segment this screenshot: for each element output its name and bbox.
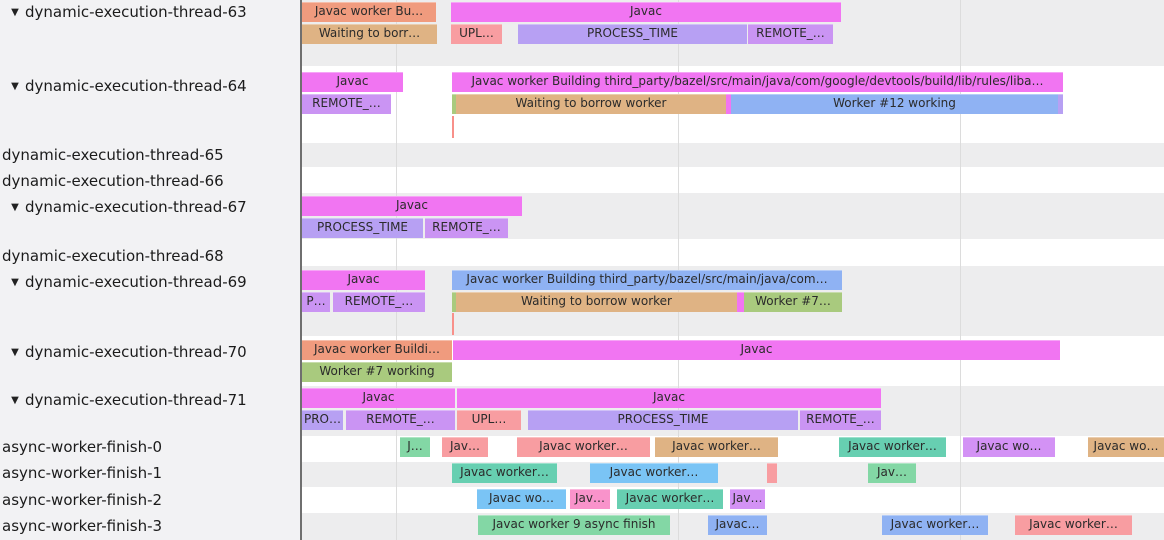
trace-slice[interactable]: Waiting to borrow worker	[456, 292, 737, 312]
trace-slice[interactable]: Javac worker Building third_party/bazel/…	[452, 270, 842, 290]
thread-label: async-worker-finish-3	[2, 517, 163, 535]
trace-slice[interactable]: PRO…	[302, 410, 343, 430]
thread-label: async-worker-finish-0	[2, 438, 163, 456]
thread-label-row[interactable]: ▼ dynamic-execution-thread-71	[0, 387, 300, 413]
trace-slice[interactable]: Worker #7 working	[302, 362, 452, 382]
trace-slice[interactable]: Jav…	[570, 489, 610, 509]
trace-slice[interactable]: Javac	[451, 2, 841, 22]
collapse-arrow-icon[interactable]: ▼	[11, 394, 19, 406]
collapse-arrow-icon[interactable]: ▼	[11, 276, 19, 288]
thread-label-row[interactable]: ▼ dynamic-execution-thread-69	[0, 269, 300, 295]
trace-slice[interactable]: Javac worker…	[517, 437, 650, 457]
trace-slice[interactable]: Javac	[302, 72, 403, 92]
thread-label: async-worker-finish-1	[2, 464, 163, 482]
trace-slice[interactable]: Javac wo…	[1088, 437, 1164, 457]
trace-slice[interactable]	[452, 292, 456, 312]
trace-slice[interactable]: Javac worker…	[1015, 515, 1132, 535]
trace-slice[interactable]: Javac	[302, 270, 425, 290]
trace-slice[interactable]	[1058, 94, 1063, 114]
trace-slice[interactable]: Javac…	[708, 515, 767, 535]
trace-slice[interactable]: PROCESS_TIME	[302, 218, 423, 238]
trace-slice[interactable]: Javac worker…	[655, 437, 778, 457]
instant-event-tick[interactable]	[452, 116, 454, 138]
thread-label: dynamic-execution-thread-66	[2, 172, 224, 190]
trace-slice[interactable]: Javac	[302, 388, 455, 408]
thread-label: dynamic-execution-thread-64	[25, 77, 247, 95]
trace-slice[interactable]: Javac worker 9 async finish	[478, 515, 670, 535]
trace-slice[interactable]: Jav…	[442, 437, 488, 457]
trace-slice[interactable]: Javac worker…	[617, 489, 723, 509]
thread-label-row[interactable]: ▼ dynamic-execution-thread-63	[0, 0, 300, 25]
trace-slice[interactable]	[452, 94, 456, 114]
trace-slice[interactable]: P…	[302, 292, 330, 312]
trace-slice[interactable]: UPL…	[451, 24, 502, 44]
thread-label-row[interactable]: ▼ dynamic-execution-thread-70	[0, 339, 300, 365]
thread-label-row[interactable]: dynamic-execution-thread-66	[0, 168, 300, 194]
thread-label: dynamic-execution-thread-68	[2, 247, 224, 265]
thread-label-row[interactable]: async-worker-finish-3	[0, 513, 300, 539]
trace-slice[interactable]: Waiting to borrow worker	[456, 94, 726, 114]
trace-slice[interactable]: REMOTE_…	[748, 24, 833, 44]
trace-slice[interactable]: Javac worker…	[452, 463, 557, 483]
trace-slice[interactable]: Worker #7…	[744, 292, 842, 312]
thread-label: dynamic-execution-thread-69	[25, 273, 247, 291]
thread-label-row[interactable]: ▼ dynamic-execution-thread-67	[0, 194, 300, 220]
collapse-arrow-icon[interactable]: ▼	[11, 201, 19, 213]
trace-slice[interactable]: Javac worker…	[882, 515, 988, 535]
trace-slice[interactable]: Waiting to borr…	[302, 24, 437, 44]
trace-slice[interactable]: UPL…	[457, 410, 521, 430]
grid-line	[960, 0, 961, 540]
instant-event-tick[interactable]	[452, 313, 454, 335]
thread-label: dynamic-execution-thread-71	[25, 391, 247, 409]
trace-slice[interactable]	[726, 94, 731, 114]
trace-slice[interactable]	[767, 463, 777, 483]
trace-slice[interactable]: Javac wo…	[477, 489, 566, 509]
thread-label-row[interactable]: async-worker-finish-2	[0, 487, 300, 513]
trace-slice[interactable]: Javac worker Bu…	[302, 2, 436, 22]
trace-slice[interactable]: Javac wo…	[963, 437, 1055, 457]
trace-slice[interactable]: Javac	[302, 196, 522, 216]
thread-label: dynamic-execution-thread-70	[25, 343, 247, 361]
thread-label-row[interactable]: async-worker-finish-0	[0, 434, 300, 460]
thread-label-row[interactable]: ▼ dynamic-execution-thread-64	[0, 73, 300, 99]
trace-slice[interactable]: Javac worker…	[839, 437, 946, 457]
thread-label: dynamic-execution-thread-67	[25, 198, 247, 216]
trace-slice[interactable]: Javac	[457, 388, 881, 408]
trace-slice[interactable]: REMOTE_…	[302, 94, 391, 114]
trace-slice[interactable]: Javac worker…	[590, 463, 718, 483]
collapse-arrow-icon[interactable]: ▼	[11, 6, 19, 18]
thread-label: async-worker-finish-2	[2, 491, 163, 509]
trace-slice[interactable]: Javac worker Building third_party/bazel/…	[452, 72, 1063, 92]
collapse-arrow-icon[interactable]: ▼	[11, 80, 19, 92]
trace-slice[interactable]: Jav…	[868, 463, 916, 483]
thread-label: dynamic-execution-thread-63	[25, 3, 247, 21]
trace-slice[interactable]: Jav…	[730, 489, 765, 509]
trace-slice[interactable]: Javac worker Buildi…	[302, 340, 452, 360]
trace-slice[interactable]: REMOTE_…	[425, 218, 508, 238]
track-panel: ▼ dynamic-execution-thread-63 ▼ dynamic-exe…	[0, 0, 302, 540]
trace-slice[interactable]: J…	[400, 437, 430, 457]
trace-slice[interactable]: REMOTE_…	[800, 410, 881, 430]
thread-label-row[interactable]: dynamic-execution-thread-68	[0, 243, 300, 269]
trace-slice[interactable]: Worker #12 working	[731, 94, 1058, 114]
trace-slice[interactable]: PROCESS_TIME	[518, 24, 747, 44]
trace-slice[interactable]: REMOTE_…	[333, 292, 425, 312]
trace-slice[interactable]: Javac	[453, 340, 1060, 360]
thread-label-row[interactable]: async-worker-finish-1	[0, 460, 300, 486]
trace-slice[interactable]	[737, 292, 744, 312]
thread-label: dynamic-execution-thread-65	[2, 146, 224, 164]
thread-label-row[interactable]: dynamic-execution-thread-65	[0, 142, 300, 168]
trace-slice[interactable]: REMOTE_…	[346, 410, 455, 430]
trace-slice[interactable]: PROCESS_TIME	[528, 410, 798, 430]
collapse-arrow-icon[interactable]: ▼	[11, 346, 19, 358]
